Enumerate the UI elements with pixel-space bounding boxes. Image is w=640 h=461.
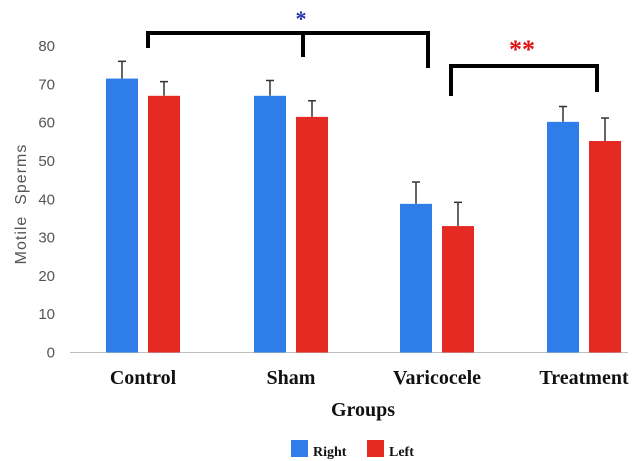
bar-right-control [106, 78, 138, 353]
y-axis-label: Motile Sperms [13, 144, 30, 265]
bar-left-treatment [589, 141, 621, 353]
legend-label-left: Left [389, 445, 414, 460]
x-axis-label: Groups [331, 399, 395, 421]
bars [106, 78, 621, 353]
y-axis-ticks: 0 10 20 30 40 50 60 70 80 [38, 38, 55, 362]
legend-label-right: Right [313, 445, 347, 460]
legend-swatch-left [367, 440, 384, 457]
y-tick-label: 10 [38, 306, 55, 323]
significance-bracket-2 [449, 64, 599, 96]
category-label: Control [110, 367, 177, 389]
error-bars [118, 60, 609, 227]
bar-left-control [148, 95, 180, 353]
legend-swatch-right [291, 440, 308, 457]
bar-right-treatment [547, 121, 579, 353]
significance-star-1: * [296, 6, 307, 31]
bar-right-varicocele [400, 203, 432, 353]
significance-bracket-1 [146, 31, 430, 68]
category-labels: Control Sham Varicocele Treatment [110, 367, 629, 389]
y-tick-label: 20 [38, 268, 55, 285]
bar-left-sham [296, 116, 328, 353]
y-tick-label: 40 [38, 191, 55, 208]
y-tick-label: 30 [38, 230, 55, 247]
y-tick-label: 70 [38, 76, 55, 93]
bar-right-sham [254, 95, 286, 353]
category-label: Treatment [539, 367, 629, 389]
category-label: Varicocele [393, 367, 481, 389]
y-tick-label: 0 [47, 345, 55, 362]
y-tick-label: 60 [38, 115, 55, 132]
category-label: Sham [267, 367, 316, 389]
y-tick-label: 80 [38, 38, 55, 55]
y-tick-label: 50 [38, 153, 55, 170]
legend: Right Left [291, 440, 414, 460]
significance-star-2: ** [509, 35, 535, 64]
bar-left-varicocele [442, 226, 474, 353]
